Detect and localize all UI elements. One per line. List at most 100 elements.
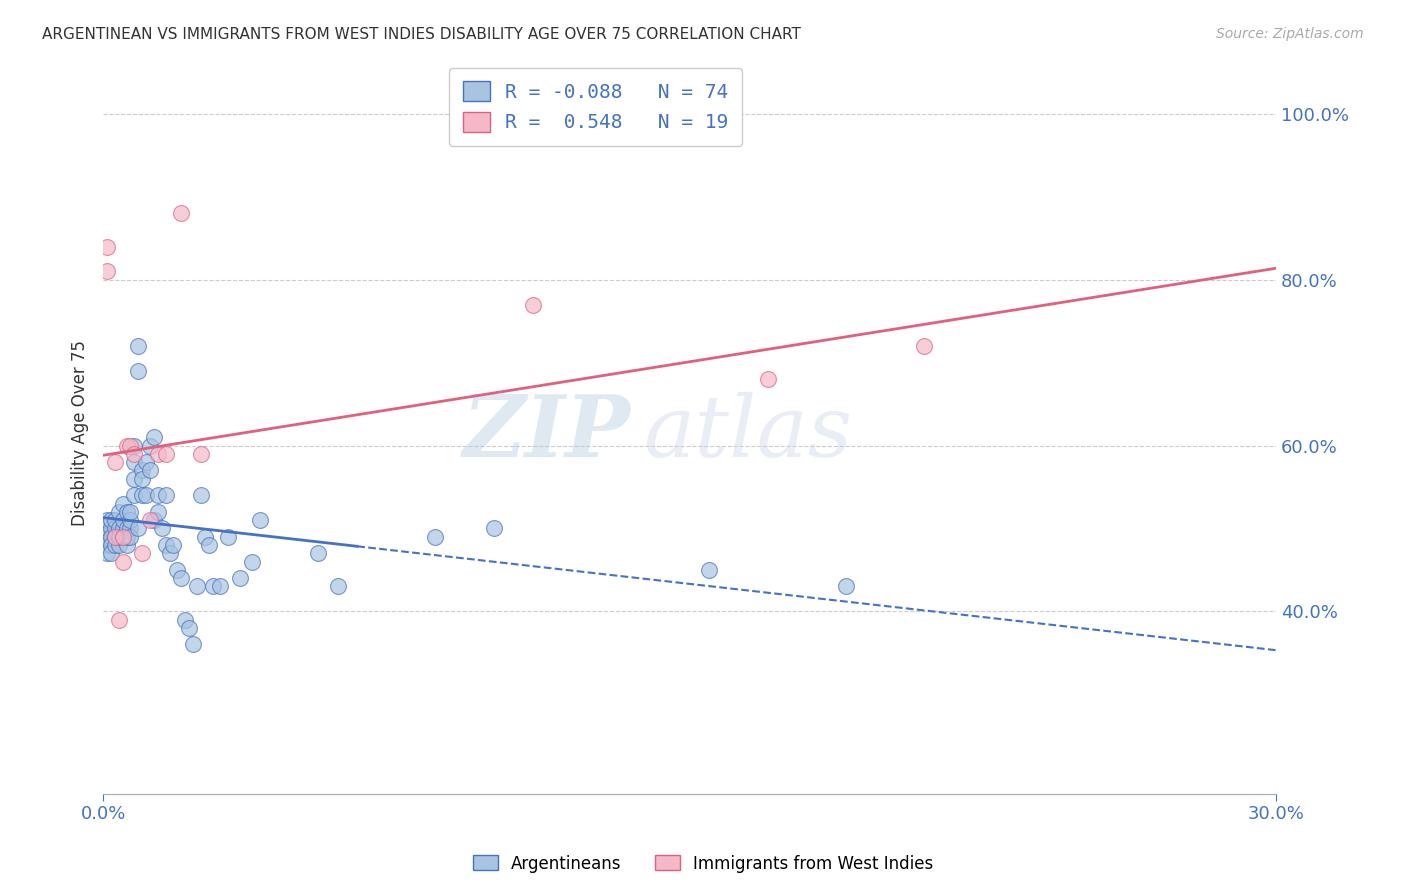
Point bbox=[249, 513, 271, 527]
Point bbox=[124, 472, 146, 486]
Point bbox=[307, 546, 329, 560]
Point bbox=[186, 579, 208, 593]
Point bbox=[111, 530, 134, 544]
Point bbox=[756, 372, 779, 386]
Point bbox=[139, 513, 162, 527]
Point bbox=[146, 447, 169, 461]
Point bbox=[96, 538, 118, 552]
Point bbox=[107, 505, 129, 519]
Point bbox=[131, 546, 153, 560]
Point bbox=[142, 513, 165, 527]
Point bbox=[166, 563, 188, 577]
Point bbox=[190, 447, 212, 461]
Point bbox=[104, 530, 127, 544]
Text: atlas: atlas bbox=[643, 392, 852, 475]
Point bbox=[190, 488, 212, 502]
Point bbox=[120, 438, 142, 452]
Point bbox=[107, 538, 129, 552]
Legend: R = -0.088   N = 74, R =  0.548   N = 19: R = -0.088 N = 74, R = 0.548 N = 19 bbox=[449, 68, 742, 145]
Point bbox=[107, 530, 129, 544]
Point bbox=[115, 505, 138, 519]
Point bbox=[162, 538, 184, 552]
Point bbox=[120, 521, 142, 535]
Point bbox=[120, 530, 142, 544]
Text: ZIP: ZIP bbox=[463, 392, 631, 475]
Point bbox=[217, 530, 239, 544]
Point bbox=[835, 579, 858, 593]
Legend: Argentineans, Immigrants from West Indies: Argentineans, Immigrants from West Indie… bbox=[465, 848, 941, 880]
Point bbox=[240, 555, 263, 569]
Point bbox=[96, 264, 118, 278]
Point bbox=[124, 488, 146, 502]
Point bbox=[104, 455, 127, 469]
Point bbox=[100, 530, 122, 544]
Point bbox=[115, 530, 138, 544]
Point bbox=[181, 638, 204, 652]
Point bbox=[96, 239, 118, 253]
Point bbox=[201, 579, 224, 593]
Point bbox=[139, 463, 162, 477]
Point bbox=[155, 538, 177, 552]
Point bbox=[96, 521, 118, 535]
Point bbox=[194, 530, 217, 544]
Point bbox=[135, 455, 157, 469]
Point bbox=[146, 505, 169, 519]
Point bbox=[326, 579, 349, 593]
Point bbox=[174, 613, 197, 627]
Point bbox=[115, 521, 138, 535]
Point bbox=[150, 521, 173, 535]
Point bbox=[179, 621, 201, 635]
Point bbox=[100, 513, 122, 527]
Point bbox=[124, 438, 146, 452]
Point bbox=[209, 579, 232, 593]
Point bbox=[111, 555, 134, 569]
Point bbox=[131, 488, 153, 502]
Point bbox=[96, 513, 118, 527]
Point bbox=[100, 546, 122, 560]
Point bbox=[522, 298, 544, 312]
Point bbox=[100, 521, 122, 535]
Point bbox=[229, 571, 252, 585]
Point bbox=[127, 364, 149, 378]
Point bbox=[155, 447, 177, 461]
Point bbox=[482, 521, 505, 535]
Point bbox=[425, 530, 447, 544]
Point bbox=[120, 505, 142, 519]
Point bbox=[111, 521, 134, 535]
Point bbox=[131, 472, 153, 486]
Point bbox=[127, 339, 149, 353]
Point bbox=[124, 455, 146, 469]
Point bbox=[100, 538, 122, 552]
Point bbox=[96, 530, 118, 544]
Text: ARGENTINEAN VS IMMIGRANTS FROM WEST INDIES DISABILITY AGE OVER 75 CORRELATION CH: ARGENTINEAN VS IMMIGRANTS FROM WEST INDI… bbox=[42, 27, 801, 42]
Point bbox=[111, 530, 134, 544]
Point bbox=[155, 488, 177, 502]
Point bbox=[142, 430, 165, 444]
Point bbox=[197, 538, 219, 552]
Point bbox=[104, 538, 127, 552]
Point bbox=[111, 497, 134, 511]
Point bbox=[120, 513, 142, 527]
Point bbox=[135, 488, 157, 502]
Point bbox=[159, 546, 181, 560]
Point bbox=[107, 521, 129, 535]
Point bbox=[104, 521, 127, 535]
Point bbox=[96, 546, 118, 560]
Point bbox=[104, 530, 127, 544]
Point bbox=[124, 447, 146, 461]
Point bbox=[146, 488, 169, 502]
Point bbox=[170, 206, 193, 220]
Point bbox=[107, 613, 129, 627]
Point bbox=[139, 438, 162, 452]
Point bbox=[697, 563, 720, 577]
Point bbox=[111, 513, 134, 527]
Y-axis label: Disability Age Over 75: Disability Age Over 75 bbox=[72, 340, 89, 526]
Point bbox=[115, 538, 138, 552]
Point bbox=[104, 513, 127, 527]
Point bbox=[131, 463, 153, 477]
Point bbox=[115, 438, 138, 452]
Text: Source: ZipAtlas.com: Source: ZipAtlas.com bbox=[1216, 27, 1364, 41]
Point bbox=[170, 571, 193, 585]
Point bbox=[127, 521, 149, 535]
Point bbox=[912, 339, 935, 353]
